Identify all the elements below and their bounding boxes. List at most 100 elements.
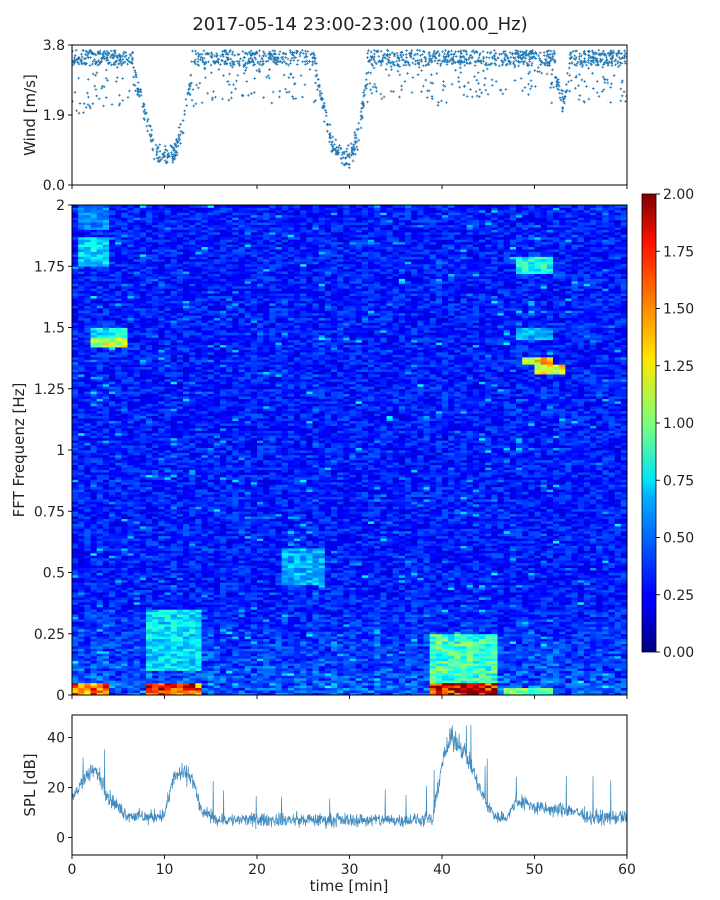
spectrogram-cell (250, 690, 258, 693)
spectrogram-cell (287, 633, 295, 637)
wind-point (416, 73, 420, 76)
spectrogram-cell (472, 668, 480, 671)
spectrogram-cell (540, 677, 548, 681)
spectrogram-cell (516, 668, 523, 671)
wind-point (377, 55, 381, 58)
wind-point (241, 50, 245, 53)
spectrogram-cell (343, 672, 350, 676)
spectrogram-cell (72, 604, 79, 608)
wind-point (210, 71, 213, 75)
spectrogram-cell (324, 646, 332, 649)
spectrogram-cell (96, 672, 104, 676)
spectrogram-cell (232, 658, 239, 662)
wind-point (364, 85, 367, 89)
spectrogram-cell (583, 672, 591, 676)
spectrogram-cell (257, 621, 264, 625)
spectrogram-cell (201, 690, 209, 693)
spectrogram-cell (78, 687, 85, 691)
spectrogram-cell (435, 641, 443, 644)
spectrogram-cell (337, 631, 344, 635)
spectrogram-cell (324, 648, 332, 652)
spectrogram-cell (355, 672, 363, 676)
spectrogram-cell (466, 623, 474, 627)
spectrogram-cell (553, 650, 560, 654)
spectrogram-cell (201, 692, 209, 695)
spectrogram-cell (454, 670, 461, 674)
spectrogram-cell (146, 682, 153, 686)
spectrogram-cell (460, 633, 468, 637)
spectrogram-cell (435, 682, 443, 686)
wind-point (225, 62, 228, 65)
spectrogram-cell (596, 648, 603, 652)
spectrogram-cell (546, 646, 554, 649)
spectrogram-cell (306, 606, 313, 610)
spectrogram-cell (565, 631, 572, 635)
spectrogram-cell (78, 614, 85, 617)
spectrogram-cell (503, 606, 511, 610)
wind-point (437, 101, 440, 104)
spectrogram-cell (244, 690, 252, 693)
spectrogram-cell (602, 672, 609, 676)
wind-point (210, 53, 214, 56)
spectrogram-cell (553, 641, 560, 644)
spectrogram-cell (109, 677, 116, 681)
spectrogram-cell (398, 631, 406, 635)
spectrogram-cell (349, 650, 357, 654)
spectrogram-cell (546, 685, 554, 689)
spectrogram-cell (435, 643, 443, 647)
spectrogram-cell (596, 675, 603, 679)
spectrogram-cell (127, 648, 135, 652)
spectrogram-cell (90, 682, 98, 686)
spectrogram-cell (472, 643, 480, 647)
spectrogram-cell (491, 631, 498, 635)
spectrogram-cell (614, 658, 622, 662)
spectrogram-cell (497, 611, 505, 615)
spectrogram-cell (361, 638, 369, 642)
spectrogram-cell (479, 641, 486, 644)
spectrogram-cell (516, 609, 523, 613)
spectrogram-cell (522, 675, 529, 679)
spectrogram-cell (417, 638, 424, 642)
spectrogram-cell (90, 687, 98, 691)
spectrogram-cell (509, 650, 517, 654)
wind-point (575, 62, 579, 65)
wind-point (303, 83, 307, 87)
wind-point (345, 147, 349, 151)
spectrogram-cell (417, 687, 424, 691)
spectrogram-cell (405, 633, 412, 637)
spectrogram-cell (583, 633, 591, 637)
spectrogram-cell (152, 648, 159, 652)
spectrogram-cell (503, 687, 511, 691)
spectrogram-cell (411, 616, 418, 620)
spectrogram-cell (337, 643, 344, 647)
wind-point (305, 55, 309, 59)
spectrogram-cell (423, 655, 431, 659)
spectrogram-cell (411, 677, 418, 681)
spectrogram-cell (559, 638, 566, 642)
spectrogram-cell (189, 641, 196, 644)
spectrogram-cell (96, 636, 104, 640)
spectrogram-cell (287, 665, 295, 669)
wind-point (356, 148, 359, 152)
spectrogram-cell (503, 685, 511, 689)
spectrogram-cell (312, 675, 320, 679)
spectrogram-cell (540, 658, 548, 662)
spectrogram-cell (170, 631, 178, 635)
spectrogram-cell (509, 675, 517, 679)
spectrogram-cell (312, 626, 320, 630)
spectrogram-cell (269, 677, 276, 681)
wind-point (163, 144, 167, 148)
spectrogram-cell (146, 668, 153, 671)
spectrogram-cell (565, 643, 572, 647)
wind-point (233, 53, 237, 57)
spectrogram-cell (263, 648, 270, 652)
wind-point (551, 54, 555, 58)
wind-point (243, 56, 246, 59)
wind-point (320, 92, 323, 95)
spectrogram-cell (454, 616, 461, 620)
wind-point (136, 81, 140, 84)
spectrogram-cell (528, 660, 535, 664)
wind-point (550, 72, 554, 76)
spectrogram-cell (220, 692, 227, 695)
spectrogram-cell (269, 692, 276, 695)
